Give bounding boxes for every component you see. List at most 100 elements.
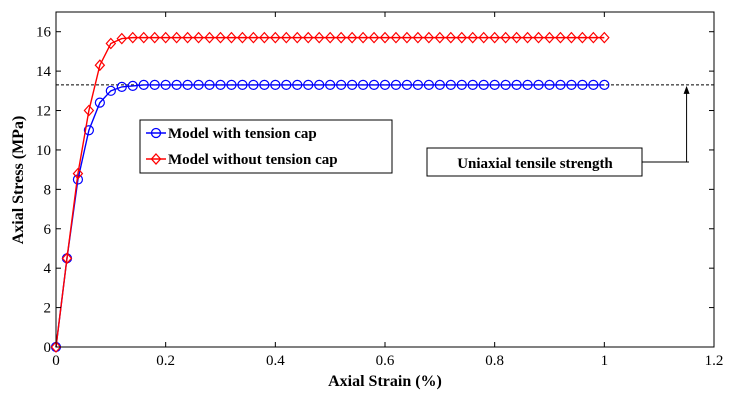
data-point (544, 79, 555, 91)
data-point (204, 79, 215, 91)
data-point (379, 79, 391, 91)
data-point (566, 79, 577, 91)
data-point (489, 79, 500, 91)
data-point (522, 79, 533, 91)
legend-label-tension-cap: Model with tension cap (168, 126, 317, 142)
plot-area (56, 12, 714, 347)
data-point (456, 31, 468, 44)
data-point (434, 79, 445, 91)
data-point (50, 341, 62, 353)
data-point (577, 79, 588, 91)
series-line-0 (55, 84, 605, 348)
data-point (336, 79, 347, 91)
data-point (445, 31, 457, 44)
x-tick-label: 0.8 (485, 353, 504, 369)
data-point (500, 79, 511, 91)
data-point (478, 79, 489, 91)
data-point (346, 31, 358, 44)
x-tick-label: 1.2 (705, 353, 724, 369)
data-point (456, 79, 467, 91)
data-point (390, 31, 402, 44)
data-point (160, 79, 171, 91)
y-tick-label: 0 (44, 340, 52, 356)
data-point (127, 80, 138, 91)
data-point (61, 252, 73, 265)
data-point (533, 79, 544, 91)
legend-box (139, 119, 393, 174)
data-point (248, 79, 259, 91)
data-point (555, 79, 566, 91)
annotation: Uniaxial tensile strength (426, 85, 690, 177)
data-point (215, 31, 226, 44)
data-point (72, 167, 84, 180)
data-point (116, 81, 127, 92)
annotation-box (426, 147, 643, 177)
data-point (116, 32, 128, 45)
data-point (313, 31, 325, 44)
annotation-text: Uniaxial tensile strength (457, 156, 613, 172)
data-point (160, 31, 171, 44)
data-point (555, 31, 566, 44)
y-tick-label: 6 (44, 222, 52, 238)
legend-marker-no-tension-cap (150, 153, 162, 165)
data-point (401, 79, 413, 91)
data-point (544, 31, 555, 44)
data-point (478, 31, 490, 44)
data-point (105, 37, 117, 50)
data-point (281, 79, 292, 91)
series-layer (50, 31, 610, 353)
data-point (357, 31, 369, 44)
data-point (467, 79, 478, 91)
data-point (248, 31, 259, 44)
data-point (566, 31, 577, 44)
data-point (500, 31, 511, 44)
ticks-layer: 0 0.2 0.4 0.6 0.8 1 1.2 0 2 4 6 8 10 12 14 16 (36, 12, 723, 369)
data-point (511, 31, 522, 44)
data-point (138, 79, 149, 91)
data-point (379, 31, 391, 44)
data-point (467, 31, 479, 44)
data-point (171, 31, 182, 44)
data-point (215, 79, 226, 91)
y-tick-label: 10 (36, 143, 51, 159)
legend: Model with tension cap Model without ten… (139, 119, 393, 174)
data-point (127, 31, 139, 44)
data-point (347, 79, 358, 91)
data-point (489, 31, 500, 44)
data-point (599, 79, 610, 91)
data-point (522, 31, 533, 44)
legend-label-no-tension-cap: Model without tension cap (168, 152, 338, 168)
annotation-arrow-head (683, 85, 690, 94)
y-axis-title: Axial Stress (MPa) (10, 116, 27, 245)
data-point (270, 79, 281, 91)
data-point (204, 31, 215, 44)
data-point (94, 97, 105, 108)
data-point (325, 79, 336, 91)
legend-marker-tension-cap (150, 127, 162, 139)
data-point (588, 31, 599, 44)
data-point (357, 79, 369, 91)
data-point (423, 79, 434, 91)
y-tick-label: 2 (44, 301, 52, 317)
data-point (270, 31, 281, 44)
data-point (291, 31, 303, 44)
x-tick-label: 1 (601, 353, 609, 369)
data-point (171, 79, 182, 91)
y-tick-label: 8 (44, 182, 52, 198)
data-point (83, 125, 95, 136)
data-point (423, 31, 435, 44)
x-tick-label: 0 (52, 353, 60, 369)
data-point (138, 31, 150, 44)
data-point (314, 79, 325, 91)
data-point (303, 79, 314, 91)
data-point (182, 79, 193, 91)
y-tick-label: 16 (36, 25, 52, 41)
data-point (324, 31, 336, 44)
data-point (226, 79, 237, 91)
data-point (182, 31, 193, 44)
data-point (368, 79, 380, 91)
data-point (149, 79, 160, 91)
data-point (237, 79, 248, 91)
data-point (533, 31, 544, 44)
